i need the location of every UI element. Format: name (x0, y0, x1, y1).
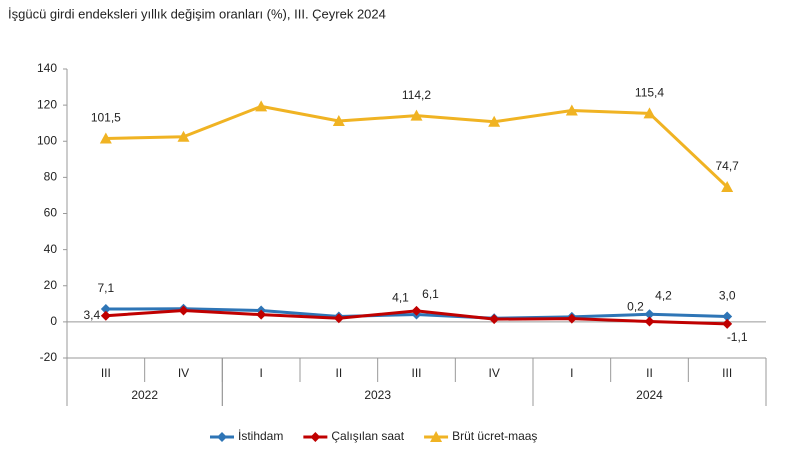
marker (332, 115, 345, 127)
x-tick-label: I (259, 366, 262, 380)
x-tick-label: II (335, 366, 342, 380)
marker (100, 310, 111, 321)
group-label: 2024 (636, 388, 663, 402)
marker (411, 305, 422, 316)
group-label: 2023 (364, 388, 391, 402)
legend-label: Brüt ücret-maaş (452, 429, 537, 443)
data-label: 101,5 (91, 111, 121, 125)
marker (217, 432, 227, 442)
marker (410, 109, 423, 121)
marker (333, 313, 344, 324)
marker (722, 311, 733, 322)
y-tick-label: 80 (44, 170, 58, 184)
y-tick-label: 60 (44, 206, 58, 220)
chart-title: İşgücü girdi endeksleri yıllık değişim o… (8, 6, 386, 21)
marker (566, 313, 577, 324)
marker (99, 132, 112, 144)
marker (100, 304, 111, 315)
x-tick-label: III (411, 366, 421, 380)
x-tick-label: II (646, 366, 653, 380)
marker (722, 318, 733, 329)
x-tick-label: IV (488, 366, 499, 380)
marker (488, 115, 501, 127)
legend-label: Çalışılan saat (331, 429, 404, 443)
data-label: 74,7 (715, 159, 739, 173)
x-tick-label: I (570, 366, 573, 380)
y-tick-label: 20 (44, 278, 58, 292)
marker (565, 104, 578, 116)
marker (489, 314, 500, 325)
x-tick-label: IV (178, 366, 189, 380)
y-tick-label: 0 (50, 314, 57, 328)
y-tick-label: 40 (44, 242, 58, 256)
data-label: 7,1 (97, 281, 114, 295)
marker (430, 431, 443, 442)
data-label: 3,4 (83, 308, 100, 322)
x-tick-label: III (101, 366, 111, 380)
y-tick-label: 100 (37, 133, 57, 147)
marker (644, 309, 655, 320)
marker (256, 309, 267, 320)
y-tick-label: 120 (37, 97, 57, 111)
data-label: 3,0 (719, 289, 736, 303)
marker (310, 432, 321, 442)
marker (178, 305, 189, 316)
x-tick-label: III (722, 366, 732, 380)
y-tick-label: -20 (40, 350, 58, 364)
data-label: 114,2 (402, 88, 431, 102)
marker (255, 100, 268, 112)
marker (721, 180, 734, 192)
data-label: 115,4 (635, 86, 664, 100)
legend-label: İstihdam (238, 429, 283, 443)
data-label: -1,1 (727, 330, 748, 344)
group-label: 2022 (131, 388, 158, 402)
data-label: 0,2 (627, 300, 644, 314)
y-tick-label: 140 (37, 61, 57, 75)
data-label: 4,1 (392, 291, 409, 305)
data-label: 4,2 (655, 288, 672, 302)
data-label: 6,1 (422, 287, 439, 301)
marker (643, 107, 656, 119)
marker (177, 130, 190, 142)
marker (644, 316, 655, 327)
